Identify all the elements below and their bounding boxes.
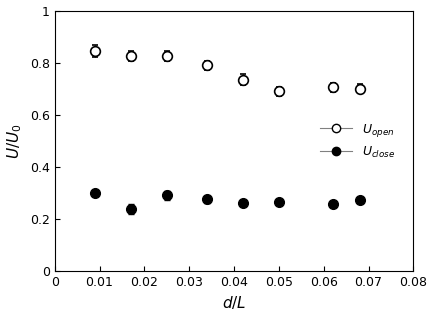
Legend: $U_{open}$, $U_{close}$: $U_{open}$, $U_{close}$ (316, 117, 400, 165)
X-axis label: $d/L$: $d/L$ (222, 294, 246, 311)
Y-axis label: $U/U_0$: $U/U_0$ (6, 123, 24, 158)
